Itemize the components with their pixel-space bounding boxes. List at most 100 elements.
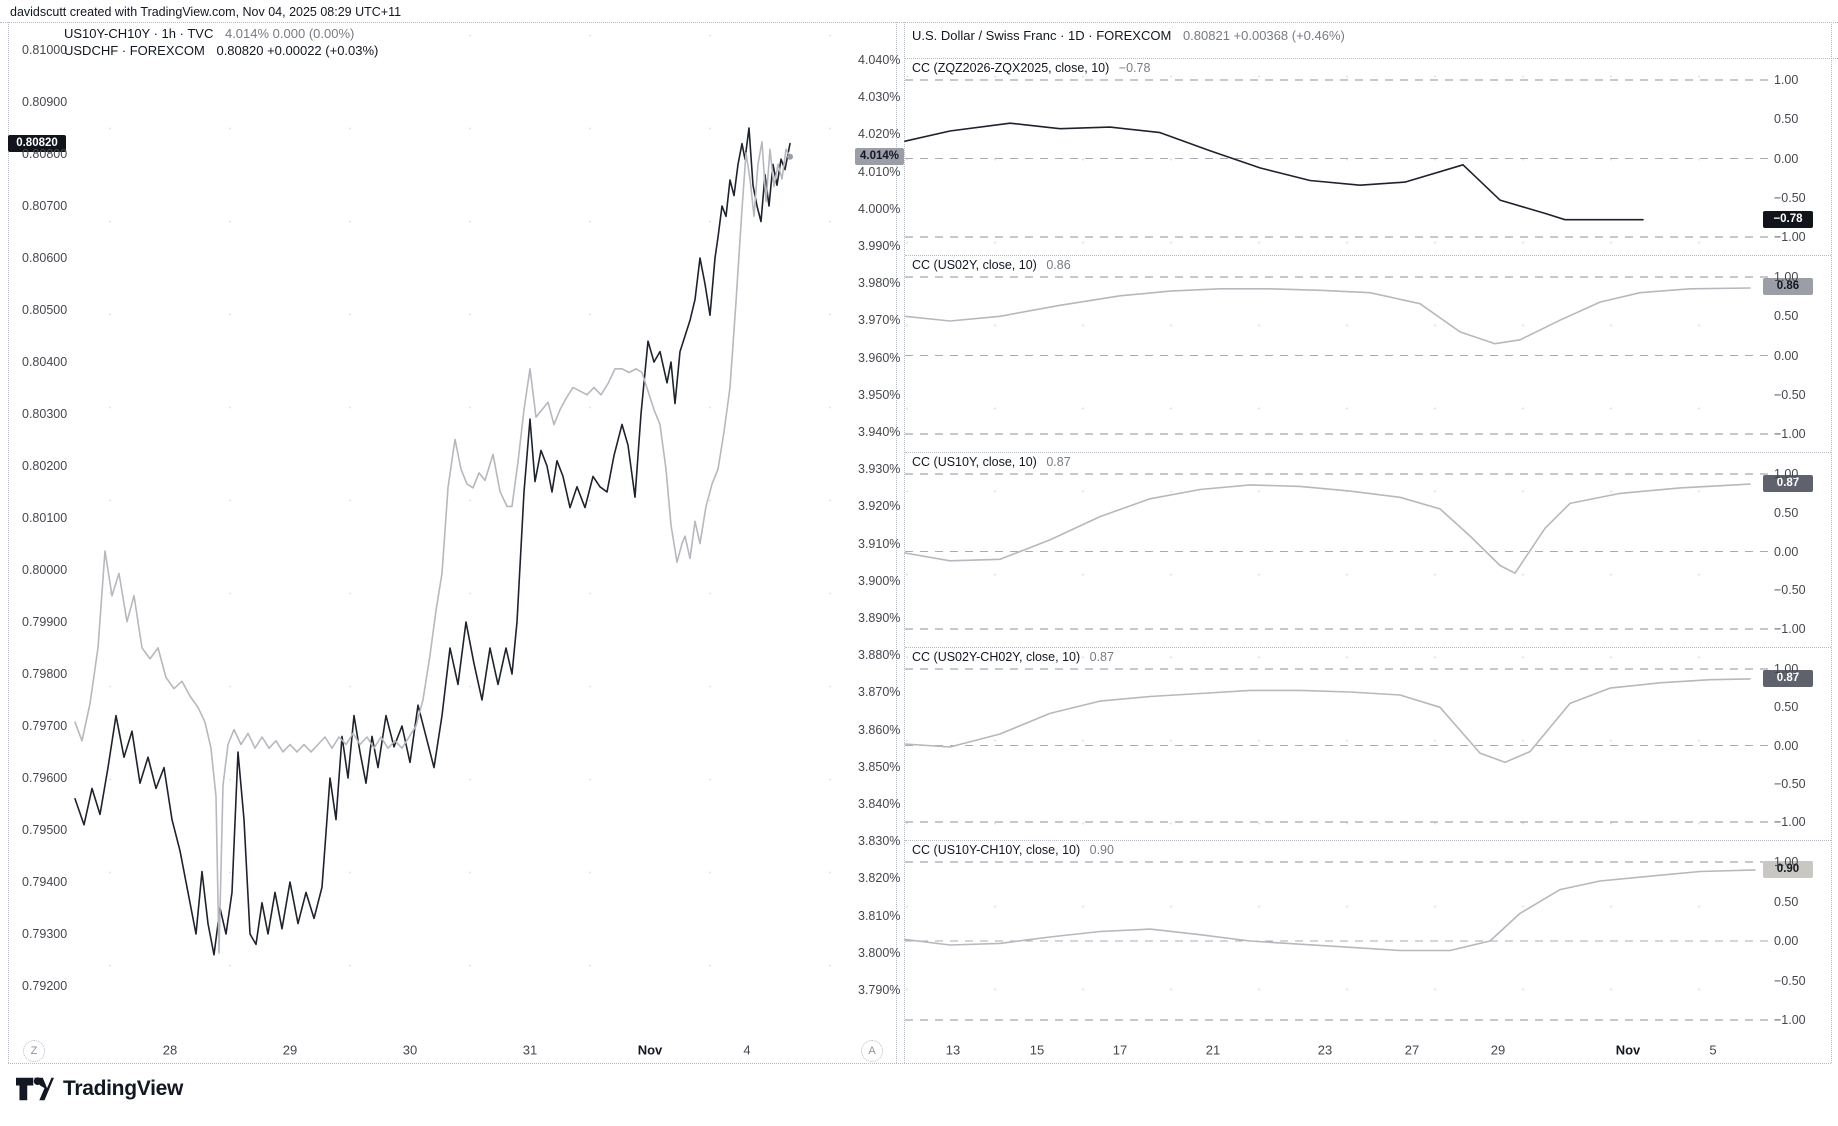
price-scale-tick: 0.80500 (22, 303, 68, 317)
chart-divider-left (896, 22, 897, 1063)
left-legend-symbol-spread: US10Y-CH10Y · 1h · TVC (64, 26, 214, 41)
cc-scale-tick: −0.50 (1774, 190, 1806, 205)
bottom-rule (8, 1063, 1831, 1064)
right-legend-values: 0.80821 +0.00368 (+0.46%) (1182, 28, 1345, 43)
left-legend-symbol-usdchf: USDCHF · FOREXCOM (64, 43, 205, 58)
time-axis-label: 23 (1317, 1042, 1333, 1058)
time-axis-label: 27 (1404, 1042, 1420, 1058)
percent-scale-tick: 3.970% (858, 313, 901, 328)
cc-scale-tick: 0.50 (1774, 700, 1799, 715)
price-scale-tick: 0.80900 (22, 95, 68, 109)
cc-scale-tick: −0.50 (1774, 776, 1806, 791)
percent-scale-tick: 3.870% (858, 685, 901, 700)
cc-scale-tick: 1.00 (1774, 73, 1799, 87)
time-axis-label: 21 (1205, 1042, 1221, 1058)
usdchf-last-price-badge: 0.80820 (8, 135, 66, 152)
cc-scale-tick: 1.00 (1774, 855, 1799, 869)
price-scale-tick: 0.81000 (22, 43, 68, 57)
right-legend-symbol: U.S. Dollar / Swiss Franc · 1D · FOREXCO… (912, 28, 1172, 43)
percent-scale-tick: 3.860% (858, 722, 901, 737)
price-scale-tick: 0.80000 (22, 563, 68, 577)
percent-scale-tick: 3.810% (858, 908, 901, 923)
percent-scale-tick: 3.790% (858, 983, 901, 997)
price-scale-tick: 0.79300 (22, 927, 68, 941)
time-axis-label: 30 (402, 1042, 418, 1058)
time-axis-label: Nov (637, 1042, 663, 1058)
left-legend-row-spread[interactable]: US10Y-CH10Y · 1h · TVC 4.014% 0.000 (0.0… (64, 26, 354, 41)
cc-pane-label-5[interactable]: CC (US10Y-CH10Y, close, 10) 0.90 (912, 843, 1114, 857)
chart-divider-right (904, 22, 905, 1063)
cc-scale-tick: −1.00 (1774, 622, 1806, 636)
cc-scale-tick: −0.50 (1774, 583, 1806, 598)
attribution-text: davidscutt created with TradingView.com,… (10, 5, 402, 19)
cc-scale-tick: −1.00 (1774, 1013, 1806, 1027)
cc-scale-tick: 0.00 (1774, 934, 1799, 948)
percent-scale-tick: 3.910% (858, 536, 901, 551)
spread-last-value-badge: 4.014% (855, 148, 905, 165)
tradingview-logo-icon (16, 1077, 54, 1101)
price-scale-tick: 0.79800 (22, 667, 68, 681)
percent-scale-tick: 3.880% (858, 648, 901, 663)
time-axis-label: 4 (743, 1042, 751, 1058)
percent-scale-tick: 3.960% (858, 350, 901, 365)
cc-scale-tick: −1.00 (1774, 230, 1806, 244)
cc-scale-tick: −0.50 (1774, 973, 1806, 988)
right-chart-plot-area[interactable] (905, 58, 1755, 1035)
percent-scale-tick: 4.020% (858, 127, 901, 142)
time-axis-label: Nov (1615, 1042, 1641, 1058)
tradingview-logo[interactable]: TradingView (16, 1076, 183, 1102)
left-legend-values-spread: 4.014% 0.000 (0.00%) (224, 26, 355, 41)
left-edge-rule (8, 22, 9, 1063)
price-scale-tick: 0.79500 (22, 823, 68, 837)
left-legend-row-usdchf[interactable]: USDCHF · FOREXCOM 0.80820 +0.00022 (+0.0… (64, 43, 378, 58)
cc-scale-tick: 0.00 (1774, 544, 1799, 559)
time-axis-label: 5 (1709, 1042, 1717, 1058)
left-chart-plot-area[interactable] (75, 22, 855, 1035)
cc-scale-tick: 1.00 (1774, 467, 1799, 481)
auto-scale-button[interactable]: A (861, 1040, 883, 1062)
cc-pane-label-4[interactable]: CC (US02Y-CH02Y, close, 10) 0.87 (912, 650, 1114, 664)
top-rule (0, 22, 1838, 23)
time-axis-label: 29 (1490, 1042, 1506, 1058)
tradingview-logo-text: TradingView (63, 1077, 184, 1100)
percent-scale-tick: 3.850% (858, 759, 901, 774)
price-scale-tick: 0.80700 (22, 199, 68, 213)
right-edge-rule (1831, 22, 1832, 1063)
percent-scale-tick: 4.030% (858, 90, 901, 105)
time-axis-label: 31 (522, 1042, 538, 1058)
cc-scale-tick: 1.00 (1774, 270, 1799, 284)
price-scale-tick: 0.80100 (22, 511, 68, 525)
time-axis-label: 15 (1029, 1042, 1045, 1058)
cc-scale-tick: 0.00 (1774, 348, 1799, 363)
cc-zq-spread-badge: −0.78 (1763, 211, 1813, 228)
price-scale-tick: 0.80300 (22, 407, 68, 421)
price-scale-tick: 0.80200 (22, 459, 68, 473)
cc-scale-tick: −1.00 (1774, 427, 1806, 441)
cc-scale-tick: 1.00 (1774, 662, 1799, 676)
cc-scale-tick: 0.00 (1774, 151, 1799, 166)
price-scale-tick: 0.79200 (22, 979, 68, 993)
percent-scale-tick: 4.010% (858, 164, 901, 179)
cc-pane-label-3[interactable]: CC (US10Y, close, 10) 0.87 (912, 455, 1071, 469)
cc-scale-tick: 0.50 (1774, 112, 1799, 127)
time-axis-label: 17 (1112, 1042, 1128, 1058)
right-legend-row[interactable]: U.S. Dollar / Swiss Franc · 1D · FOREXCO… (912, 28, 1345, 43)
percent-scale-tick: 3.990% (858, 239, 901, 253)
percent-scale-tick: 3.830% (858, 834, 901, 849)
price-scale-tick: 0.79700 (22, 719, 68, 733)
cc-scale-tick: 0.50 (1774, 309, 1799, 324)
timezone-button[interactable]: Z (23, 1040, 45, 1062)
cc-scale-tick: 0.50 (1774, 505, 1799, 520)
cc-pane-label-1[interactable]: CC (ZQZ2026-ZQX2025, close, 10) −0.78 (912, 61, 1151, 75)
percent-scale-tick: 3.890% (858, 611, 901, 625)
cc-us02y-ch02y-badge: 0.87 (1763, 670, 1813, 687)
price-scale-tick: 0.79900 (22, 615, 68, 629)
cc-scale-tick: −1.00 (1774, 815, 1806, 829)
cc-us10y-ch10y-badge: 0.90 (1763, 861, 1813, 878)
percent-scale-tick: 3.800% (858, 945, 901, 960)
time-axis-label: 13 (945, 1042, 961, 1058)
cc-pane-label-2[interactable]: CC (US02Y, close, 10) 0.86 (912, 258, 1071, 272)
left-legend-values-usdchf: 0.80820 +0.00022 (+0.03%) (216, 43, 379, 58)
percent-scale-tick: 3.820% (858, 871, 901, 886)
